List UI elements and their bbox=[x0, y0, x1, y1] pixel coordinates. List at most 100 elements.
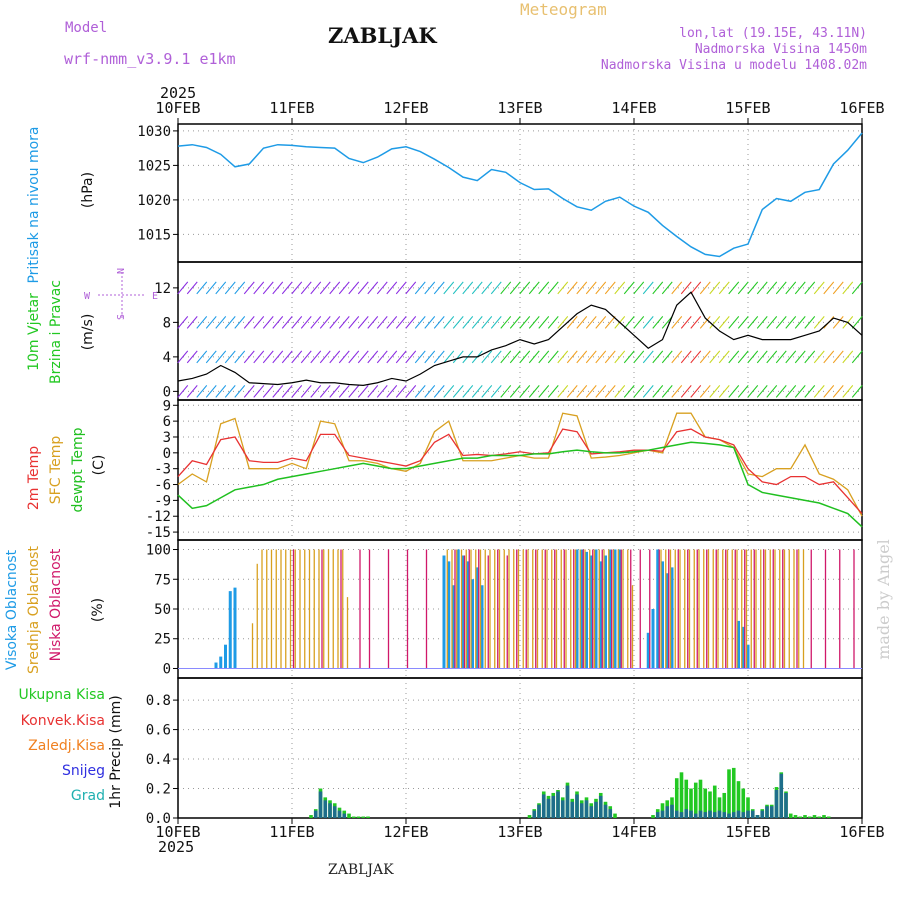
precip-bar bbox=[807, 816, 812, 818]
wind-barb bbox=[538, 281, 550, 295]
wind-barb bbox=[443, 350, 455, 364]
wind-barb bbox=[718, 316, 730, 329]
wind-barb bbox=[471, 316, 483, 329]
wind-barb bbox=[661, 316, 673, 329]
compass-west: W bbox=[84, 291, 91, 302]
precip-ytick-label: 0.2 bbox=[146, 782, 171, 798]
wind-barb bbox=[253, 281, 265, 295]
bars-niska-oblacnost bbox=[292, 549, 855, 669]
precip-bar bbox=[679, 772, 684, 818]
wind-barb bbox=[709, 385, 721, 398]
wind-barb bbox=[737, 350, 749, 364]
wind-barb bbox=[357, 316, 369, 329]
x-tick-label-bottom: 10FEB bbox=[155, 823, 200, 841]
wind-barb bbox=[386, 350, 398, 364]
wind-barb bbox=[367, 316, 379, 329]
wind-barb bbox=[224, 281, 236, 295]
precip-bar bbox=[332, 806, 337, 818]
wind-barb bbox=[642, 350, 654, 364]
precip-bar bbox=[342, 813, 347, 818]
precip-bar bbox=[765, 806, 769, 818]
wind-barb bbox=[528, 350, 540, 364]
precip-bar bbox=[722, 812, 727, 818]
wind-barb bbox=[376, 281, 388, 295]
precip-bar bbox=[769, 806, 774, 818]
compass-north: N bbox=[116, 268, 127, 274]
wind-barb bbox=[291, 385, 303, 398]
wind-barb bbox=[671, 316, 683, 329]
wind-barb bbox=[623, 281, 635, 295]
wind-barb bbox=[177, 350, 189, 364]
precip-ytick-label: 0.6 bbox=[146, 723, 171, 739]
wind-barb bbox=[196, 281, 208, 295]
wind-barb bbox=[291, 281, 303, 295]
wind-barb bbox=[357, 281, 369, 295]
wind-barb bbox=[329, 316, 341, 329]
wind-barb bbox=[329, 385, 341, 398]
low-cloud-title: Niska Oblacnost bbox=[48, 548, 64, 661]
precip-bar bbox=[741, 788, 746, 818]
wind-barb bbox=[367, 385, 379, 398]
wind-barb bbox=[462, 316, 474, 329]
wind-barb bbox=[804, 281, 816, 295]
wind-barb bbox=[414, 281, 426, 295]
wind-barb bbox=[538, 385, 550, 398]
precip-bar bbox=[674, 778, 679, 818]
wind-barb bbox=[405, 350, 417, 364]
wind-barb bbox=[585, 281, 597, 295]
model-name: wrf-nmm_v3.9.1 e1km bbox=[64, 50, 236, 68]
wind-barb bbox=[186, 316, 198, 329]
precip-bar bbox=[570, 801, 575, 818]
wind-title-1: 10m Vjetar bbox=[26, 293, 42, 371]
wind-barb bbox=[490, 281, 502, 295]
wind-barb bbox=[842, 281, 854, 295]
wind-barb bbox=[547, 385, 559, 398]
wind-barb bbox=[452, 281, 464, 295]
precip-legend-ukupna-kisa: Ukupna Kisa bbox=[18, 687, 105, 703]
wind-barb bbox=[614, 385, 626, 398]
wind-barb bbox=[500, 350, 512, 364]
precip-bar bbox=[822, 815, 826, 818]
wind-barb bbox=[652, 316, 664, 329]
precip-bar bbox=[750, 810, 755, 818]
wind-barb bbox=[661, 385, 673, 398]
wind-barb bbox=[272, 281, 284, 295]
wind-barb bbox=[262, 385, 274, 398]
wind-barb bbox=[481, 281, 493, 295]
wind-barb bbox=[566, 385, 578, 398]
wind-barb bbox=[775, 316, 787, 329]
precip-bar bbox=[708, 791, 712, 818]
wind-barb bbox=[775, 350, 787, 364]
precip-legend-snijeg: Snijeg bbox=[62, 763, 105, 779]
precip-bar bbox=[575, 794, 579, 818]
wind-barb bbox=[595, 281, 607, 295]
wind-ytick-label: 12 bbox=[154, 281, 171, 297]
precip-bar bbox=[584, 800, 589, 818]
wind-barb bbox=[205, 316, 217, 329]
wind-barb bbox=[253, 316, 265, 329]
wind-barb bbox=[690, 316, 702, 329]
precip-bar bbox=[328, 803, 332, 818]
wind-barb bbox=[433, 350, 445, 364]
precip-bar bbox=[546, 798, 551, 818]
precip-bar bbox=[736, 810, 741, 818]
wind-barb bbox=[414, 385, 426, 398]
wind-barb bbox=[766, 385, 778, 398]
wind-barb bbox=[338, 281, 350, 295]
wind-barb bbox=[405, 385, 417, 398]
dewpt-title: dewpt Temp bbox=[70, 427, 86, 512]
precip-bar bbox=[665, 806, 670, 818]
wind-barb bbox=[357, 385, 369, 398]
station-title: ZABLJAK bbox=[328, 23, 437, 48]
precip-bar bbox=[560, 800, 565, 818]
precip-bar bbox=[746, 797, 750, 818]
wind-barb bbox=[205, 281, 217, 295]
wind-barb bbox=[224, 350, 236, 364]
wind-barb bbox=[604, 281, 616, 295]
wind-barb bbox=[443, 281, 455, 295]
mid-cloud-title: Srednja Oblacnost bbox=[26, 546, 42, 674]
pressure-unit: (hPa) bbox=[80, 172, 96, 208]
precip-bar bbox=[684, 809, 689, 818]
pressure-ytick-label: 1025 bbox=[137, 158, 171, 174]
precip-bar bbox=[594, 801, 598, 818]
